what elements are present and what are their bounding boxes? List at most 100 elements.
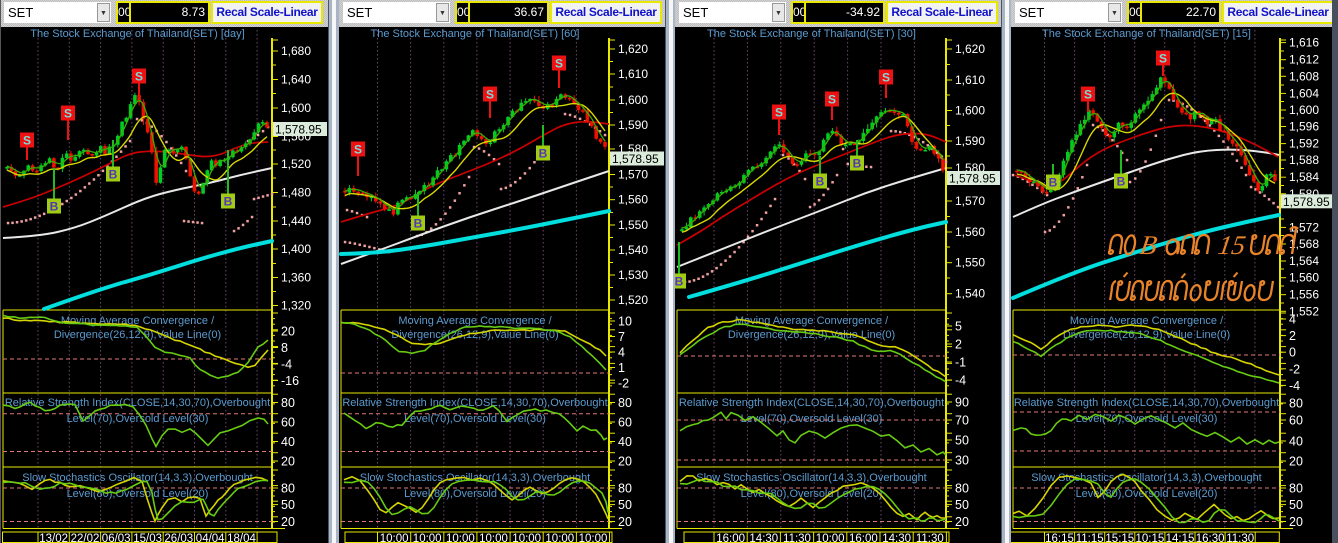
svg-text:Moving Average Convergence /: Moving Average Convergence / (735, 315, 889, 327)
svg-text:1,592: 1,592 (1289, 137, 1319, 151)
svg-text:Divergence(26,12,9),Value Line: Divergence(26,12,9),Value Line(0) (391, 329, 558, 341)
svg-text:-16: -16 (281, 374, 299, 388)
svg-text:1,610: 1,610 (955, 73, 985, 87)
svg-text:1,560: 1,560 (1289, 271, 1319, 285)
svg-text:1,560: 1,560 (955, 225, 985, 239)
svg-text:1,680: 1,680 (281, 44, 311, 58)
svg-text:60: 60 (618, 416, 632, 430)
svg-text:Relative Strength Index(CLOSE,: Relative Strength Index(CLOSE,14,30,70),… (342, 397, 607, 409)
svg-text:16:00: 16:00 (849, 533, 878, 543)
svg-text:22/02: 22/02 (71, 533, 100, 543)
svg-text:Relative Strength Index(CLOSE,: Relative Strength Index(CLOSE,14,30,70),… (1014, 397, 1279, 409)
svg-text:20: 20 (281, 325, 295, 339)
svg-text:16:00: 16:00 (716, 533, 745, 543)
svg-text:The Stock Exchange of Thailand: The Stock Exchange of Thailand(SET) [30] (707, 28, 916, 40)
svg-text:1,584: 1,584 (1289, 170, 1319, 184)
svg-text:1,552: 1,552 (1289, 304, 1319, 318)
svg-text:50: 50 (955, 434, 969, 448)
svg-text:Level(70),Oversold Level(30): Level(70),Oversold Level(30) (741, 413, 883, 425)
svg-text:20: 20 (281, 455, 295, 469)
svg-text:B: B (1117, 175, 1126, 189)
svg-text:1,360: 1,360 (281, 271, 311, 285)
svg-text:1,520: 1,520 (618, 293, 648, 307)
svg-text:80: 80 (1289, 482, 1303, 496)
svg-text:1,600: 1,600 (618, 93, 648, 107)
svg-text:Slow Stochastics Oscillator(14: Slow Stochastics Oscillator(14,3,3),Over… (22, 472, 253, 484)
svg-text:13/02: 13/02 (39, 533, 68, 543)
svg-text:1,600: 1,600 (955, 104, 985, 118)
svg-text:S: S (1084, 88, 1092, 102)
svg-text:10:00: 10:00 (479, 533, 508, 543)
svg-text:Level(70),Oversold Level(30): Level(70),Oversold Level(30) (1076, 413, 1218, 425)
svg-text:1,610: 1,610 (618, 67, 648, 81)
svg-text:S: S (775, 106, 783, 120)
svg-text:Divergence(26,12,9),Value Line: Divergence(26,12,9),Value Line(0) (54, 329, 221, 341)
svg-text:1,540: 1,540 (618, 243, 648, 257)
svg-text:B: B (853, 157, 862, 171)
svg-text:B: B (109, 168, 118, 182)
svg-text:B: B (50, 200, 59, 214)
svg-text:20: 20 (618, 455, 632, 469)
svg-text:Slow Stochastics Oscillator(14: Slow Stochastics Oscillator(14,3,3),Over… (1031, 472, 1262, 484)
svg-text:80: 80 (281, 396, 295, 410)
svg-text:-4: -4 (1289, 379, 1300, 393)
svg-text:50: 50 (281, 498, 295, 512)
svg-text:04/04: 04/04 (196, 533, 225, 543)
svg-text:1,440: 1,440 (281, 214, 311, 228)
svg-text:15:15: 15:15 (1105, 533, 1134, 543)
svg-text:7: 7 (618, 330, 625, 344)
svg-text:14:15: 14:15 (1166, 533, 1195, 543)
svg-text:B: B (675, 275, 684, 289)
svg-text:10: 10 (618, 315, 632, 329)
svg-text:20: 20 (618, 515, 632, 529)
svg-text:15/03: 15/03 (133, 533, 162, 543)
svg-text:1,590: 1,590 (618, 118, 648, 132)
svg-text:Relative Strength Index(CLOSE,: Relative Strength Index(CLOSE,14,30,70),… (679, 397, 944, 409)
svg-text:1,600: 1,600 (281, 101, 311, 115)
svg-text:60: 60 (1289, 414, 1303, 428)
svg-text:10:00: 10:00 (579, 533, 608, 543)
svg-text:50: 50 (618, 498, 632, 512)
svg-text:20: 20 (1289, 455, 1303, 469)
svg-text:10:15: 10:15 (1136, 533, 1165, 543)
svg-text:15: 15 (1216, 230, 1248, 260)
svg-text:1,578.95: 1,578.95 (1283, 195, 1330, 209)
svg-text:Level(70),Oversold Level(30): Level(70),Oversold Level(30) (67, 413, 209, 425)
svg-text:1,570: 1,570 (618, 168, 648, 182)
svg-text:S: S (486, 88, 494, 102)
svg-text:1,556: 1,556 (1289, 288, 1319, 302)
svg-text:1,604: 1,604 (1289, 86, 1319, 100)
svg-text:20: 20 (955, 515, 969, 529)
svg-text:1,550: 1,550 (955, 256, 985, 270)
svg-text:S: S (64, 107, 72, 121)
svg-text:14:30: 14:30 (882, 533, 911, 543)
svg-text:Moving Average Convergence /: Moving Average Convergence / (61, 315, 215, 327)
svg-text:Slow Stochastics Oscillator(14: Slow Stochastics Oscillator(14,3,3),Over… (360, 472, 591, 484)
svg-text:1,640: 1,640 (281, 73, 311, 87)
svg-text:1: 1 (618, 361, 625, 375)
svg-text:B: B (816, 175, 825, 189)
svg-text:S: S (23, 134, 31, 148)
svg-text:1,480: 1,480 (281, 186, 311, 200)
svg-text:-4: -4 (281, 358, 292, 372)
svg-text:B: B (1049, 176, 1058, 190)
svg-text:10:00: 10:00 (512, 533, 541, 543)
svg-text:S: S (1159, 52, 1167, 66)
svg-text:Divergence(26,12,9),Value Line: Divergence(26,12,9),Value Line(0) (1063, 329, 1230, 341)
svg-text:Moving Average Convergence /: Moving Average Convergence / (398, 315, 552, 327)
svg-text:The Stock Exchange of Thailand: The Stock Exchange of Thailand(SET) [day… (30, 28, 244, 40)
svg-text:-2: -2 (1289, 362, 1300, 376)
svg-text:1,616: 1,616 (1289, 36, 1319, 50)
svg-text:1,320: 1,320 (281, 299, 311, 313)
svg-text:1,608: 1,608 (1289, 69, 1319, 83)
svg-text:10:00: 10:00 (816, 533, 845, 543)
svg-text:S: S (882, 71, 890, 85)
svg-text:80: 80 (618, 482, 632, 496)
svg-text:80: 80 (1289, 397, 1303, 411)
svg-text:1,568: 1,568 (1289, 237, 1319, 251)
svg-text:B: B (414, 217, 423, 231)
svg-text:1,578.95: 1,578.95 (612, 152, 659, 166)
svg-text:1,578.95: 1,578.95 (275, 123, 322, 137)
svg-text:S: S (135, 70, 143, 84)
svg-text:1,560: 1,560 (618, 193, 648, 207)
